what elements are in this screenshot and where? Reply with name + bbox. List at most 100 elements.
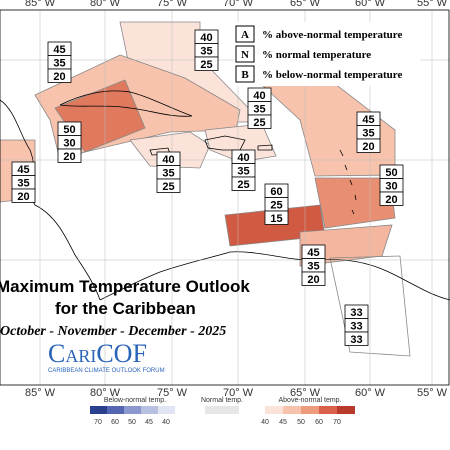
probability-cell — [57, 148, 82, 163]
probability-above: 40 — [200, 32, 212, 44]
lon-label-bottom: 70° W — [223, 387, 254, 399]
colorbar-cell-below — [90, 406, 107, 414]
colorbar-cell-above — [319, 406, 337, 414]
probability-cell — [47, 68, 72, 83]
colorbar-cell-above — [265, 406, 283, 414]
probability-above: 40 — [253, 90, 265, 102]
colorbar-cell-above — [301, 406, 319, 414]
legend-text: % below-normal temperature — [262, 69, 402, 81]
colorbar-tick-below: 50 — [128, 419, 136, 426]
probability-above: 45 — [53, 44, 65, 56]
colorbar-tick-above: 45 — [279, 419, 287, 426]
legend-text: % normal temperature — [262, 49, 371, 61]
lon-label-bottom: 65° W — [290, 387, 321, 399]
legend-background — [234, 22, 420, 86]
title-period: October - November - December - 2025 — [0, 324, 226, 339]
coast-cuba — [59, 90, 193, 117]
probability-cell — [356, 138, 381, 153]
legend-box: A % above-normal temperature N % normal tem… — [234, 22, 420, 86]
coast-puerto-rico — [257, 144, 273, 151]
lon-label-top: 65° W — [290, 0, 321, 9]
lon-label-top: 85° W — [25, 0, 56, 9]
lon-label-top: 70° W — [223, 0, 254, 9]
coast-central-america — [0, 99, 101, 301]
probability-above: 40 — [237, 152, 249, 164]
probability-below: 15 — [270, 213, 282, 225]
colorbar-tick-below: 60 — [111, 419, 119, 426]
probability-normal: 35 — [162, 168, 174, 180]
lon-label-bottom: 85° W — [25, 387, 56, 399]
probability-cell — [264, 210, 289, 225]
title-line2: for the Caribbean — [55, 299, 196, 318]
probability-normal: 25 — [270, 200, 282, 212]
probability-above: 60 — [270, 186, 282, 198]
colorbar-cell-above — [337, 406, 355, 414]
legend-letter: A — [241, 29, 249, 41]
map-frame — [0, 9, 450, 386]
probability-below: 25 — [253, 117, 265, 129]
legend-text: % above-normal temperature — [262, 29, 402, 41]
colorbar-tick-below: 45 — [145, 419, 153, 426]
probability-cell — [231, 176, 256, 191]
probability-below: 20 — [53, 71, 65, 83]
colorbar-cell-normal — [205, 406, 239, 414]
probability-normal: 35 — [307, 261, 319, 273]
probability-normal: 35 — [237, 166, 249, 178]
legend-letter: B — [241, 69, 249, 81]
region-guianas — [329, 255, 411, 357]
lon-label-top: 80° W — [90, 0, 121, 9]
probability-normal: 35 — [53, 58, 65, 70]
legend-letter-box — [235, 45, 255, 63]
colorbar-above-label: Above-normal temp. — [278, 397, 341, 404]
lon-label-top: 55° W — [417, 0, 448, 9]
logo-name: CariCOF — [48, 339, 147, 368]
legend-letter-box — [235, 65, 255, 83]
probability-below: 33 — [350, 334, 362, 346]
colorbar-tick-below: 40 — [162, 419, 170, 426]
legend-letter: N — [241, 49, 249, 61]
region-windwards — [314, 177, 396, 229]
probability-below: 20 — [385, 194, 397, 206]
coastlines — [0, 90, 450, 301]
colorbar-normal-label: Normal temp. — [201, 397, 243, 404]
colorbar-cell-below — [158, 406, 175, 414]
colorbar-tick-above: 50 — [297, 419, 305, 426]
probability-below: 20 — [362, 141, 374, 153]
title-line1: Maximum Temperature Outlook — [0, 277, 250, 296]
probability-below: 20 — [63, 151, 75, 163]
probability-above: 45 — [307, 247, 319, 259]
legend-letter-box — [235, 25, 255, 43]
probability-cell — [344, 331, 369, 346]
probability-normal: 35 — [17, 178, 29, 190]
probability-above: 33 — [350, 307, 362, 319]
colorbar-tick-above: 60 — [315, 419, 323, 426]
probability-cell — [379, 191, 404, 206]
probability-below: 25 — [200, 59, 212, 71]
probability-cell — [156, 178, 181, 193]
probability-above: 40 — [162, 154, 174, 166]
region-jamaica — [129, 131, 211, 169]
probability-above: 45 — [17, 164, 29, 176]
colorbar-cell-below — [107, 406, 124, 414]
colorbar: Below-normal temp. Normal temp. Above-norm… — [90, 397, 355, 426]
probability-cell — [301, 271, 326, 286]
lon-label-bottom: 75° W — [157, 387, 188, 399]
colorbar-cell-below — [141, 406, 158, 414]
colorbar-cell-above — [283, 406, 301, 414]
colorbar-tick-below: 70 — [94, 419, 102, 426]
lon-label-top: 60° W — [355, 0, 386, 9]
logo-tagline: CARIBBEAN CLIMATE OUTLOOK FORUM — [48, 368, 165, 374]
probability-below: 25 — [237, 179, 249, 191]
coast-antilles — [339, 149, 357, 215]
lon-label-bottom: 80° W — [90, 387, 121, 399]
probability-normal: 35 — [362, 128, 374, 140]
probability-below: 20 — [17, 191, 29, 203]
colorbar-below-label: Below-normal temp. — [104, 397, 166, 404]
